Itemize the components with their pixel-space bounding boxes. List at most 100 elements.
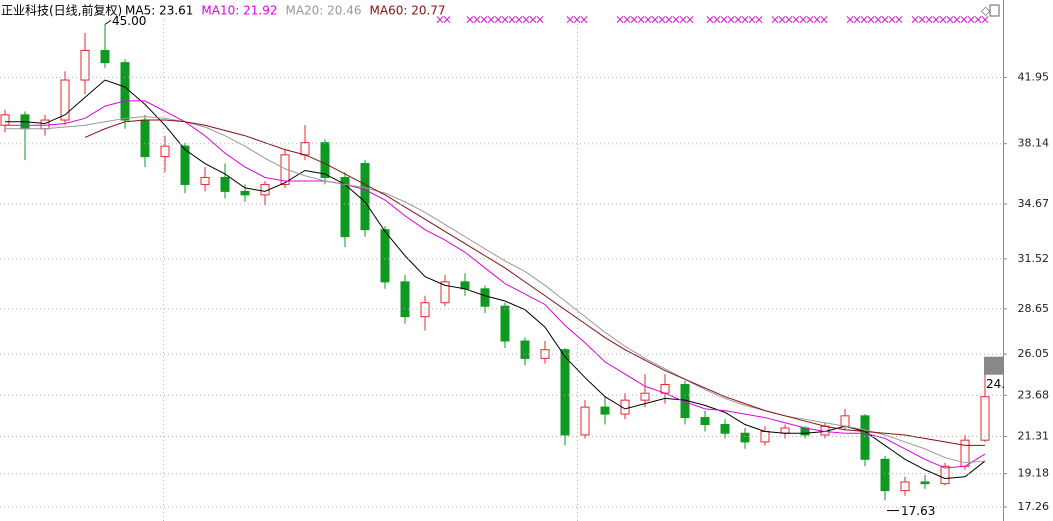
- candle-body: [40, 119, 50, 130]
- annotation-label: 45.00: [112, 14, 146, 28]
- candle-body: [580, 406, 590, 436]
- signal-mark: ×: [521, 13, 531, 27]
- signal-mark: ×: [966, 13, 976, 27]
- legend: MA5: 23.61 MA10: 21.92 MA20: 20.46 MA60: 20…: [125, 4, 446, 18]
- signal-mark: ×: [664, 13, 674, 27]
- signal-mark: ×: [980, 13, 990, 27]
- candle-body: [600, 406, 610, 415]
- signal-mark: ×: [740, 13, 750, 27]
- signal-mark: ×: [486, 13, 496, 27]
- signal-mark: ×: [917, 13, 927, 27]
- signal-mark: ×: [973, 13, 983, 27]
- candle-body: [920, 481, 930, 485]
- candle-body: [500, 305, 510, 342]
- signal-mark: ×: [629, 13, 639, 27]
- signal-mark: ×: [910, 13, 920, 27]
- candle-body: [520, 340, 530, 359]
- window-icon[interactable]: [989, 4, 1000, 17]
- candle-body: [720, 424, 730, 434]
- y-tick-label: 41.95: [1018, 70, 1050, 83]
- signal-mark: ×: [514, 13, 524, 27]
- candle-body: [880, 458, 890, 492]
- annotation-leader: [104, 19, 112, 25]
- legend-entry: MA20: 20.46: [285, 4, 361, 18]
- signal-mark: ×: [636, 13, 646, 27]
- signal-mark: ×: [465, 13, 475, 27]
- candle-body: [140, 119, 150, 158]
- signal-mark: ×: [719, 13, 729, 27]
- legend-entry: MA5: 23.61: [125, 4, 193, 18]
- signal-mark: ×: [435, 13, 445, 27]
- candle-body: [60, 79, 70, 121]
- signal-mark: ×: [472, 13, 482, 27]
- candle-body: [860, 415, 870, 460]
- candle-body: [160, 145, 170, 158]
- signal-mark: ×: [650, 13, 660, 27]
- signal-mark: ×: [747, 13, 757, 27]
- candle-body: [840, 415, 850, 427]
- legend-entry: MA10: 21.92: [201, 4, 277, 18]
- y-tick-label: 21.31: [1018, 430, 1050, 443]
- signal-mark: ×: [615, 13, 625, 27]
- y-tick-label: 38.14: [1018, 137, 1050, 150]
- signal-mark: ×: [952, 13, 962, 27]
- signal-mark: ×: [777, 13, 787, 27]
- candle-body: [100, 49, 110, 64]
- candle-body: [800, 427, 810, 436]
- ma-line: [5, 116, 986, 464]
- signal-mark: ×: [931, 13, 941, 27]
- signal-mark: ×: [572, 13, 582, 27]
- signal-mark: ×: [852, 13, 862, 27]
- candle-body: [180, 145, 190, 185]
- plot: 45.00 17.63: [0, 14, 990, 518]
- y-tick-label: 17.26: [1018, 500, 1050, 513]
- signal-mark: ×: [938, 13, 948, 27]
- signal-mark: ×: [812, 13, 822, 27]
- candle-body: [740, 432, 750, 443]
- signal-mark: ×: [507, 13, 517, 27]
- diamond-icon[interactable]: ◇: [981, 4, 991, 18]
- signal-mark: ×: [579, 13, 589, 27]
- candle-body: [980, 396, 990, 441]
- candle-body: [560, 349, 570, 436]
- signal-mark: ×: [712, 13, 722, 27]
- candle-body: [0, 114, 10, 126]
- signal-mark: ×: [845, 13, 855, 27]
- candle-body: [300, 142, 310, 156]
- signal-mark: ×: [671, 13, 681, 27]
- signal-mark: ×: [791, 13, 801, 27]
- candle-body: [80, 49, 90, 81]
- signal-mark: ×: [442, 13, 452, 27]
- signal-mark: ×: [685, 13, 695, 27]
- signal-mark: ×: [565, 13, 575, 27]
- signal-mark: ×: [733, 13, 743, 27]
- signal-mark: ×: [873, 13, 883, 27]
- y-tick-label: 19.18: [1018, 467, 1050, 480]
- candle-body: [340, 176, 350, 238]
- candle-body: [220, 176, 230, 192]
- signal-mark: ×: [726, 13, 736, 27]
- signal-mark: ×: [784, 13, 794, 27]
- chart-title: 正业科技(日线,前复权): [1, 3, 122, 18]
- signal-mark: ×: [805, 13, 815, 27]
- candle-body: [360, 163, 370, 231]
- signal-mark: ×: [959, 13, 969, 27]
- signal-mark: ×: [528, 13, 538, 27]
- candle-body: [780, 427, 790, 434]
- price-tag: 24.: [986, 377, 1005, 391]
- candle-body: [940, 465, 950, 485]
- signal-mark: ×: [819, 13, 829, 27]
- candle-body: [440, 281, 450, 304]
- candle-body: [120, 62, 130, 121]
- candle-body: [460, 281, 470, 290]
- candle-body: [700, 417, 710, 426]
- signal-mark: ×: [678, 13, 688, 27]
- signal-mark: ×: [643, 13, 653, 27]
- signal-mark: ×: [894, 13, 904, 27]
- y-tick-label: 34.67: [1018, 197, 1050, 210]
- signal-mark: ×: [770, 13, 780, 27]
- signal-mark: ×: [924, 13, 934, 27]
- candle-body: [200, 176, 210, 185]
